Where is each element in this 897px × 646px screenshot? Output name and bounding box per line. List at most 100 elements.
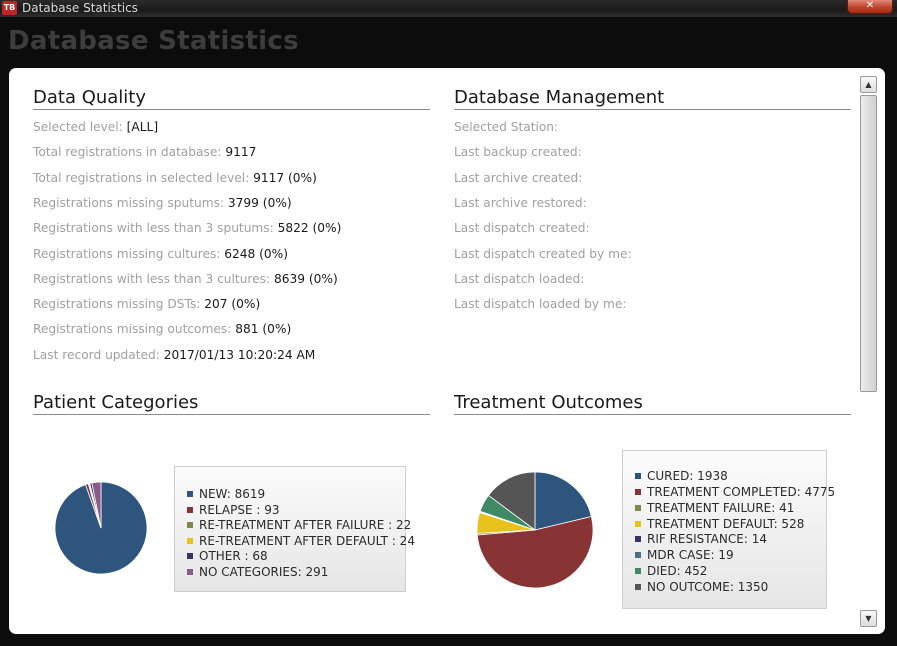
dq-label: Total registrations in selected level: bbox=[33, 171, 250, 185]
scroll-up-arrow-icon[interactable]: ▲ bbox=[860, 76, 877, 93]
dm-label: Last archive restored: bbox=[454, 196, 587, 210]
legend-label: RELAPSE : 93 bbox=[199, 503, 280, 517]
legend-item-no-outcome: NO OUTCOME: 1350 bbox=[635, 580, 768, 595]
legend-swatch bbox=[635, 552, 641, 558]
dm-row: Last dispatch created: bbox=[454, 220, 590, 236]
dm-row: Selected Station: bbox=[454, 119, 558, 135]
legend-label: RE-TREATMENT AFTER FAILURE : 22 bbox=[199, 518, 412, 532]
legend-swatch bbox=[187, 522, 193, 528]
legend-item-new: NEW: 8619 bbox=[187, 487, 265, 502]
legend-swatch bbox=[635, 489, 641, 495]
dm-label: Selected Station: bbox=[454, 120, 559, 134]
legend-label: TREATMENT COMPLETED: 4775 bbox=[647, 485, 836, 499]
legend-item-cured: CURED: 1938 bbox=[635, 469, 728, 484]
legend-label: MDR CASE: 19 bbox=[647, 548, 734, 562]
dq-row: Total registrations in selected level: 9… bbox=[33, 170, 317, 186]
dm-row: Last dispatch loaded: bbox=[454, 271, 584, 287]
vertical-scrollbar[interactable]: ▲ ▼ bbox=[859, 76, 877, 628]
pie-slice-no-outcome bbox=[487, 471, 536, 531]
dq-row: Last record updated: 2017/01/13 10:20:24… bbox=[33, 347, 315, 363]
legend-label: NO CATEGORIES: 291 bbox=[199, 565, 329, 579]
legend-item-died: DIED: 452 bbox=[635, 564, 707, 579]
window-title: Database Statistics bbox=[22, 1, 138, 15]
dq-value: 2017/01/13 10:20:24 AM bbox=[163, 348, 316, 362]
window-titlebar: TB Database Statistics ✕ bbox=[0, 0, 897, 17]
dq-row: Registrations missing outcomes: 881 (0%) bbox=[33, 321, 291, 337]
dq-label: Registrations missing DSTs: bbox=[33, 297, 201, 311]
treatment-outcomes-pie-chart bbox=[476, 471, 594, 589]
pie-slice-cured bbox=[534, 471, 592, 531]
legend-swatch bbox=[187, 569, 193, 575]
legend-swatch bbox=[635, 584, 641, 590]
legend-swatch bbox=[635, 536, 641, 542]
dq-row: Registrations missing sputums: 3799 (0%) bbox=[33, 195, 292, 211]
dq-label: Registrations missing outcomes: bbox=[33, 322, 232, 336]
legend-swatch bbox=[635, 568, 641, 574]
legend-swatch bbox=[635, 473, 641, 479]
dm-label: Last archive created: bbox=[454, 171, 583, 185]
database-management-divider bbox=[454, 109, 851, 110]
dq-value: 207 (0%) bbox=[204, 297, 261, 311]
dq-value: 6248 (0%) bbox=[224, 247, 289, 261]
legend-item-mdr-case: MDR CASE: 19 bbox=[635, 548, 734, 563]
data-quality-divider bbox=[33, 109, 430, 110]
patient-categories-divider bbox=[33, 414, 430, 415]
dq-value: [ALL] bbox=[126, 120, 159, 134]
dm-label: Last dispatch created: bbox=[454, 221, 590, 235]
dq-row: Registrations with less than 3 sputums: … bbox=[33, 220, 341, 236]
dq-label: Registrations with less than 3 sputums: bbox=[33, 221, 274, 235]
dm-row: Last dispatch loaded by me: bbox=[454, 296, 626, 312]
dq-value: 9117 bbox=[225, 145, 257, 159]
dm-row: Last backup created: bbox=[454, 144, 582, 160]
dq-value: 5822 (0%) bbox=[277, 221, 342, 235]
legend-label: DIED: 452 bbox=[647, 564, 708, 578]
legend-item-rif-resistance: RIF RESISTANCE: 14 bbox=[635, 532, 767, 547]
dm-row: Last archive created: bbox=[454, 170, 582, 186]
dq-label: Total registrations in database: bbox=[33, 145, 222, 159]
legend-label: OTHER : 68 bbox=[199, 549, 268, 563]
legend-item-treatment-default: TREATMENT DEFAULT: 528 bbox=[635, 517, 804, 532]
treatment-outcomes-title: Treatment Outcomes bbox=[454, 392, 643, 413]
dq-label: Registrations with less than 3 cultures: bbox=[33, 272, 271, 286]
dq-label: Last record updated: bbox=[33, 348, 160, 362]
legend-swatch bbox=[635, 521, 641, 527]
patient-categories-title: Patient Categories bbox=[33, 392, 199, 413]
dq-label: Registrations missing cultures: bbox=[33, 247, 221, 261]
close-button[interactable]: ✕ bbox=[847, 0, 893, 14]
legend-label: TREATMENT DEFAULT: 528 bbox=[647, 517, 805, 531]
patient-categories-pie-chart bbox=[54, 481, 148, 575]
dq-label: Selected level: bbox=[33, 120, 123, 134]
dm-label: Last dispatch created by me: bbox=[454, 247, 632, 261]
legend-swatch bbox=[187, 491, 193, 497]
page-title: Database Statistics bbox=[8, 26, 299, 56]
app-logo-icon: TB bbox=[2, 1, 17, 15]
dq-value: 3799 (0%) bbox=[227, 196, 292, 210]
pie-slice-treatment-completed bbox=[476, 516, 594, 589]
scrollbar-thumb[interactable] bbox=[860, 95, 877, 392]
legend-swatch bbox=[187, 507, 193, 513]
database-management-title: Database Management bbox=[454, 87, 665, 108]
legend-label: RIF RESISTANCE: 14 bbox=[647, 532, 767, 546]
legend-item-relapse: RELAPSE : 93 bbox=[187, 503, 279, 518]
legend-item-treatment-completed: TREATMENT COMPLETED: 4775 bbox=[635, 485, 835, 500]
dm-row: Last dispatch created by me: bbox=[454, 246, 632, 262]
patient-categories-legend: NEW: 8619 RELAPSE : 93 RE-TREATMENT AFTE… bbox=[174, 466, 415, 592]
legend-item-retreatment-default: RE-TREATMENT AFTER DEFAULT : 24 bbox=[187, 534, 415, 549]
dq-row: Registrations missing cultures: 6248 (0%… bbox=[33, 246, 288, 262]
legend-swatch bbox=[187, 538, 193, 544]
legend-label: RE-TREATMENT AFTER DEFAULT : 24 bbox=[199, 534, 415, 548]
dm-label: Last dispatch loaded: bbox=[454, 272, 585, 286]
legend-label: TREATMENT FAILURE: 41 bbox=[647, 501, 795, 515]
data-quality-title: Data Quality bbox=[33, 87, 147, 108]
legend-swatch bbox=[635, 505, 641, 511]
dq-value: 9117 (0%) bbox=[253, 171, 317, 185]
dq-row: Selected level: [ALL] bbox=[33, 119, 158, 135]
dq-label: Registrations missing sputums: bbox=[33, 196, 225, 210]
treatment-outcomes-divider bbox=[454, 414, 851, 415]
scroll-down-arrow-icon[interactable]: ▼ bbox=[860, 610, 877, 627]
dm-label: Last backup created: bbox=[454, 145, 582, 159]
legend-label: NO OUTCOME: 1350 bbox=[647, 580, 769, 594]
legend-swatch bbox=[187, 553, 193, 559]
pie-slice-no-categories bbox=[91, 481, 102, 529]
treatment-outcomes-legend: CURED: 1938 TREATMENT COMPLETED: 4775 TR… bbox=[622, 450, 835, 609]
